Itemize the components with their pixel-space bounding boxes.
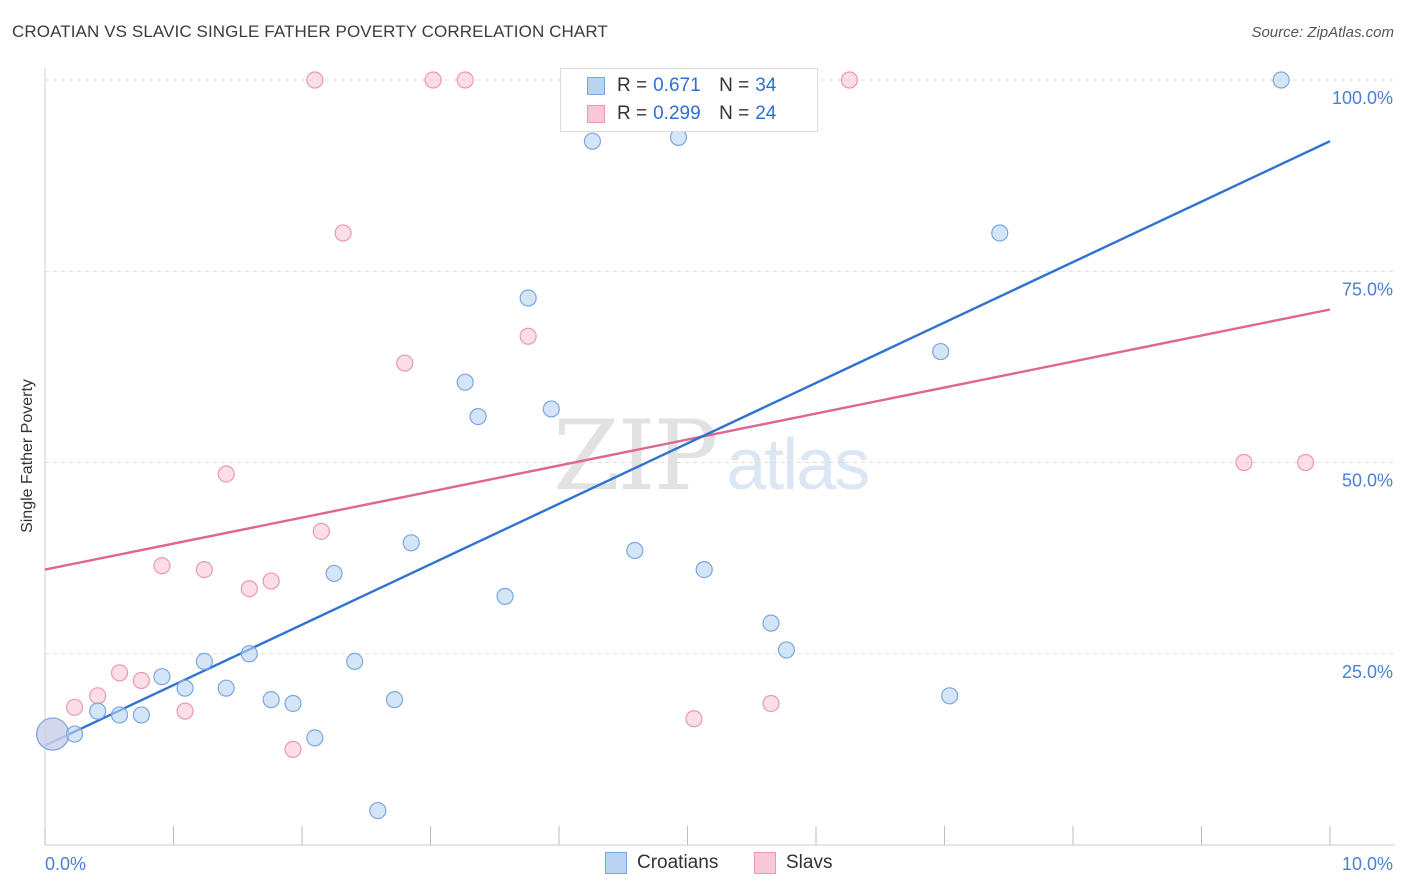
trend-lines <box>44 140 1331 747</box>
croatians-point-18 <box>456 373 474 391</box>
slavs-point-17 <box>456 71 474 89</box>
croatians-point-8 <box>217 679 235 697</box>
croatians-point-11 <box>284 694 302 713</box>
croatians-point-0 <box>36 717 70 751</box>
legend-row-slavs: R = 0.299 N = 24 <box>587 101 776 127</box>
croatians-point-15 <box>369 801 387 820</box>
croatians-n-value: 34 <box>755 75 777 96</box>
y-tick-label-50: 50.0% <box>1342 471 1393 491</box>
croatians-point-13 <box>325 564 343 583</box>
slavs-point-18 <box>519 327 537 345</box>
slavs-point-11 <box>284 740 302 758</box>
x-tick-label-max: 10.0% <box>1342 854 1393 874</box>
slavs-swatch <box>587 105 605 123</box>
slavs-r-label: R = <box>617 103 648 124</box>
croatians-point-30 <box>932 342 950 361</box>
slavs-n-label: N = <box>719 103 750 124</box>
watermark-atlas: atlas <box>726 425 870 505</box>
slavs-point-2 <box>89 687 107 705</box>
croatians-point-27 <box>695 560 713 579</box>
croatians-legend-swatch <box>605 852 627 874</box>
slavs-point-21 <box>840 71 859 89</box>
croatians-point-21 <box>519 289 537 307</box>
slavs-point-4 <box>132 671 150 690</box>
croatians-r-label: R = <box>617 75 648 96</box>
croatians-n-label: N = <box>719 75 750 96</box>
croatians-point-12 <box>306 729 324 747</box>
legend-item-croatians[interactable]: Croatians <box>605 852 718 874</box>
slavs-point-10 <box>262 572 280 590</box>
correlation-legend: R = 0.671 N = 34 R = 0.299 N = 24 <box>560 68 818 132</box>
croatians-point-6 <box>176 679 194 697</box>
croatians-point-3 <box>110 706 129 724</box>
series-legend: Croatians Slavs <box>0 852 1406 876</box>
croatians-point-31 <box>941 687 959 705</box>
croatians-point-29 <box>777 641 796 659</box>
croatians-point-7 <box>195 652 213 671</box>
croatians-r-value: 0.671 <box>653 75 701 96</box>
gridlines <box>45 79 1395 655</box>
croatians-trend-line <box>44 140 1331 747</box>
slavs-n-value: 24 <box>755 103 777 124</box>
croatians-point-16 <box>385 691 404 709</box>
slavs-point-3 <box>110 664 129 682</box>
croatians-point-5 <box>153 668 171 686</box>
y-tick-label-25: 25.0% <box>1342 662 1393 682</box>
croatians-point-4 <box>132 706 150 724</box>
y-tick-label-100: 100.0% <box>1332 88 1393 108</box>
croatians-legend-label: Croatians <box>637 852 719 873</box>
slavs-point-23 <box>1296 453 1315 472</box>
slavs-point-1 <box>65 698 84 716</box>
croatians-point-32 <box>991 224 1009 242</box>
slavs-legend-swatch <box>754 852 776 874</box>
legend-row-croatians: R = 0.671 N = 34 <box>587 73 776 99</box>
croatians-point-24 <box>626 541 644 560</box>
slavs-point-19 <box>685 710 703 728</box>
slavs-point-5 <box>153 557 171 575</box>
croatians-point-22 <box>542 400 560 418</box>
slavs-trend-line <box>44 308 1331 571</box>
slavs-point-8 <box>217 465 235 483</box>
slavs-point-9 <box>240 580 258 598</box>
data-points <box>36 71 1315 820</box>
slavs-r-value: 0.299 <box>653 103 701 124</box>
slavs-point-13 <box>312 522 330 540</box>
slavs-point-20 <box>762 694 780 713</box>
croatians-point-19 <box>469 408 487 426</box>
tick-labels: 25.0% 50.0% 75.0% 100.0% 0.0% 10.0% <box>45 88 1393 874</box>
croatians-point-14 <box>346 652 364 671</box>
croatians-point-33 <box>1272 71 1290 89</box>
slavs-legend-label: Slavs <box>786 852 833 873</box>
croatians-swatch <box>587 77 605 95</box>
slavs-point-6 <box>176 702 194 720</box>
croatians-point-2 <box>89 702 107 720</box>
x-tick-label-min: 0.0% <box>45 854 86 874</box>
slavs-point-22 <box>1235 453 1253 472</box>
croatians-point-23 <box>583 132 602 150</box>
slavs-point-16 <box>424 71 442 89</box>
slavs-point-15 <box>396 354 414 372</box>
croatians-point-28 <box>762 614 780 632</box>
croatians-point-17 <box>402 534 420 552</box>
legend-item-slavs[interactable]: Slavs <box>754 852 832 874</box>
croatians-point-1 <box>65 725 84 743</box>
croatians-point-9 <box>240 645 258 663</box>
croatians-point-10 <box>262 691 280 709</box>
chart-title: CROATIAN VS SLAVIC SINGLE FATHER POVERTY… <box>12 22 608 41</box>
source-label: Source: ZipAtlas.com <box>1251 24 1394 41</box>
y-tick-label-75: 75.0% <box>1342 279 1393 299</box>
axes <box>44 68 1395 846</box>
slavs-point-12 <box>306 71 324 89</box>
slavs-point-7 <box>195 560 213 579</box>
croatians-point-20 <box>496 587 514 605</box>
slavs-point-14 <box>334 224 352 242</box>
